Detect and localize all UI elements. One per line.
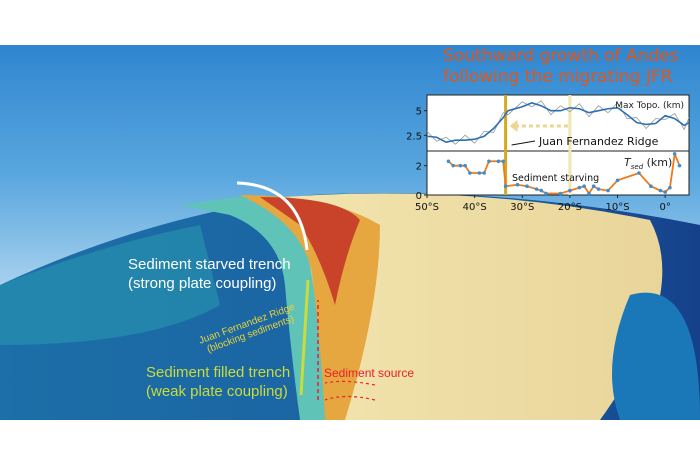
filled-trench-label: Sediment filled trench (weak plate coupli… <box>146 364 291 400</box>
data-point <box>672 152 677 156</box>
x-tick-label: 50°S <box>415 202 439 213</box>
data-point <box>458 163 463 168</box>
data-point <box>501 159 506 164</box>
topo-panel-label: Max Topo. (km) <box>615 101 684 111</box>
data-point <box>591 184 596 188</box>
data-point <box>615 178 620 183</box>
data-point <box>503 184 508 188</box>
data-point <box>587 191 591 196</box>
y-tick-label: 0 <box>416 191 422 202</box>
data-point <box>515 182 520 187</box>
figure-title: Southward growth of Andes following the m… <box>443 46 679 87</box>
data-point <box>477 171 482 175</box>
x-tick-label: 40°S <box>463 202 487 213</box>
plot-area <box>426 94 690 196</box>
data-point <box>596 187 601 191</box>
x-tick-label: 30°S <box>510 202 534 213</box>
x-tick-label: 10°S <box>606 202 630 213</box>
x-tick-label: 20°S <box>558 202 582 213</box>
data-point <box>451 163 456 168</box>
starving-annotation: Sediment starving <box>512 173 599 184</box>
data-point <box>463 163 467 168</box>
data-point <box>446 159 451 164</box>
raw-topo-line <box>426 100 690 145</box>
data-point <box>568 188 572 193</box>
migration-arrowhead <box>509 120 518 132</box>
data-point <box>487 159 491 164</box>
data-point <box>677 163 682 168</box>
data-point <box>649 184 653 188</box>
data-point <box>496 159 501 164</box>
data-point <box>668 185 672 190</box>
sediment-source-label: Sediment source <box>324 366 415 380</box>
data-point <box>482 171 486 175</box>
y-tick-label: 2 <box>416 162 422 173</box>
x-tick-label: 0° <box>659 202 670 213</box>
ridge-annotation: Juan Fernandez Ridge <box>538 135 659 148</box>
data-point <box>468 171 472 175</box>
data-point <box>658 188 663 193</box>
y-tick-label: 2.5 <box>406 131 422 142</box>
data-point <box>663 190 667 194</box>
data-point <box>539 188 544 193</box>
ridge-pointer-arrow <box>511 140 536 146</box>
data-point <box>577 185 582 190</box>
starved-trench-label: Sediment starved trench (strong plate cou… <box>128 256 291 292</box>
data-point <box>544 191 548 196</box>
starved-trench-line <box>236 181 309 251</box>
data-point <box>525 184 529 188</box>
y-tick-label: 5 <box>416 107 422 118</box>
tsed-panel-label: Tsed (km) <box>624 156 672 171</box>
data-point <box>606 188 610 193</box>
data-point <box>582 184 586 188</box>
series-line <box>426 102 690 143</box>
filled-trench-line <box>299 279 310 396</box>
data-point <box>637 171 641 175</box>
data-point <box>534 187 539 191</box>
globe-relief <box>0 181 700 420</box>
data-point <box>558 191 563 196</box>
